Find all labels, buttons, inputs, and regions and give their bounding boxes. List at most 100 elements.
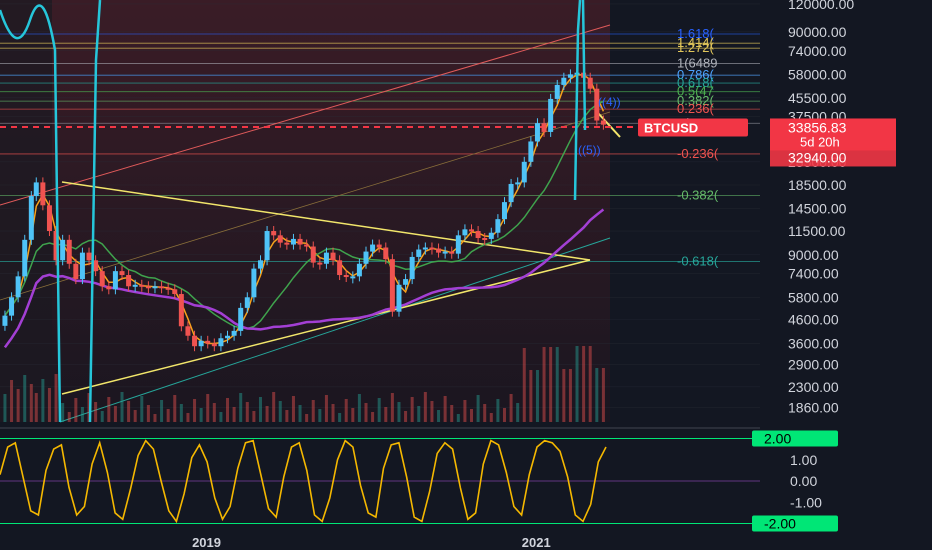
fib-label: 0.236( [677, 101, 715, 116]
volume-bar [258, 397, 262, 422]
price-tick-label: 18500.00 [788, 177, 847, 193]
candle-body [508, 183, 514, 203]
candle-body [541, 123, 547, 132]
fib-label: 1.414( [677, 35, 715, 50]
volume-bar [120, 392, 124, 422]
candle-body [469, 229, 475, 232]
fib-label: 0.5(47 [677, 84, 714, 99]
volume-bar [575, 346, 579, 422]
volume-bar [516, 403, 520, 422]
candle-body [46, 205, 52, 232]
oscillator-tick-label: 0.00 [790, 473, 817, 489]
candle-body [561, 77, 567, 85]
volume-bar [179, 404, 183, 422]
fib-label: 1(6489 [677, 55, 717, 70]
price-tick-label: 58000.00 [788, 66, 847, 82]
wave-labels: ((4)) ((5)) [578, 95, 621, 157]
candle-body [534, 123, 540, 142]
second-price-label: 32940.00 [788, 149, 847, 165]
volume-bar [324, 395, 328, 422]
volume-bar [94, 402, 98, 422]
volume-bar [555, 347, 559, 422]
volume-bar [140, 396, 144, 422]
price-axis[interactable]: 120000.00 90000.00 74000.00 58000.00 45500.0… [788, 0, 854, 415]
price-tick-label: 4600.00 [788, 312, 839, 328]
volume-bar [16, 389, 20, 422]
time-axis[interactable]: 2019 2021 [192, 535, 551, 550]
price-tick-label: 9000.00 [788, 247, 839, 263]
candle-body [455, 235, 461, 254]
candle-body [198, 340, 204, 347]
candle-body [442, 251, 448, 254]
candle-body [330, 252, 336, 261]
candle-body [515, 182, 521, 185]
volume-bar [74, 398, 78, 422]
candlestick-series [2, 67, 606, 352]
volume-bar [404, 411, 408, 422]
second-price-box [770, 148, 896, 167]
cyan-indicator-spike-2018 [88, 0, 102, 423]
triangle-upper-line [61, 181, 591, 261]
candle-body [106, 286, 112, 290]
volume-bar [3, 394, 7, 422]
volume-bar [252, 411, 256, 422]
volume-bar [423, 392, 427, 422]
candle-body [449, 251, 455, 254]
volume-bar [509, 394, 513, 422]
candle-body [429, 247, 435, 250]
volume-bar [226, 398, 230, 422]
volume-bar [483, 404, 487, 422]
volume-bar [54, 374, 58, 422]
volume-bar [377, 398, 381, 422]
candle-body [528, 141, 534, 162]
fib-label: 1.272( [677, 40, 715, 55]
channel-mid-line [0, 111, 611, 301]
volume-bar [298, 405, 302, 422]
candle-body [501, 202, 507, 220]
price-tick-label: 14500.00 [788, 201, 847, 217]
candle-body [482, 238, 488, 241]
volume-bar [582, 346, 586, 422]
volume-bar [588, 346, 592, 422]
candle-body [554, 84, 560, 99]
volume-bar [239, 393, 243, 422]
fib-level-labels: 1.618(1.414(1.272(1(64890.786(0.618(0.5(… [677, 26, 719, 268]
candle-body [317, 262, 323, 265]
candle-body [152, 286, 158, 289]
candle-body [389, 259, 395, 312]
candle-body [297, 238, 303, 245]
wave-label-4: ((4)) [598, 95, 621, 109]
volume-bar [173, 395, 177, 422]
fib-label: -0.618( [677, 253, 719, 268]
countdown-label: 5d 20h [800, 134, 840, 149]
price-tick-label: 5800.00 [788, 289, 839, 305]
candle-body [436, 248, 442, 253]
candle-body [178, 294, 184, 327]
symbol-tag-label: BTCUSD [644, 120, 698, 135]
last-price-label: 33856.83 [788, 119, 847, 135]
volume-bar [199, 408, 203, 422]
volume-bars [3, 346, 605, 422]
candle-body [567, 74, 573, 78]
volume-bar [61, 403, 65, 422]
volume-bar [113, 406, 117, 422]
candle-body [93, 260, 99, 272]
volume-bar [417, 406, 421, 422]
candle-body [119, 271, 125, 276]
candle-body [22, 239, 28, 277]
volume-bar [397, 402, 401, 422]
candle-body [99, 271, 105, 287]
candle-body [192, 335, 198, 347]
candle-body [350, 276, 356, 279]
volume-bar [212, 403, 216, 422]
volume-bar [278, 401, 282, 422]
oscillator-pane[interactable]: 2.00 -2.00 1.00 0.00 -1.00 [0, 430, 838, 532]
volume-bar [470, 409, 474, 422]
candle-body [587, 77, 593, 89]
candle-body [257, 260, 263, 269]
candle-body [422, 247, 428, 250]
candle-body [211, 343, 217, 347]
fib-label: 0.618( [677, 75, 715, 90]
candle-body [396, 284, 402, 312]
